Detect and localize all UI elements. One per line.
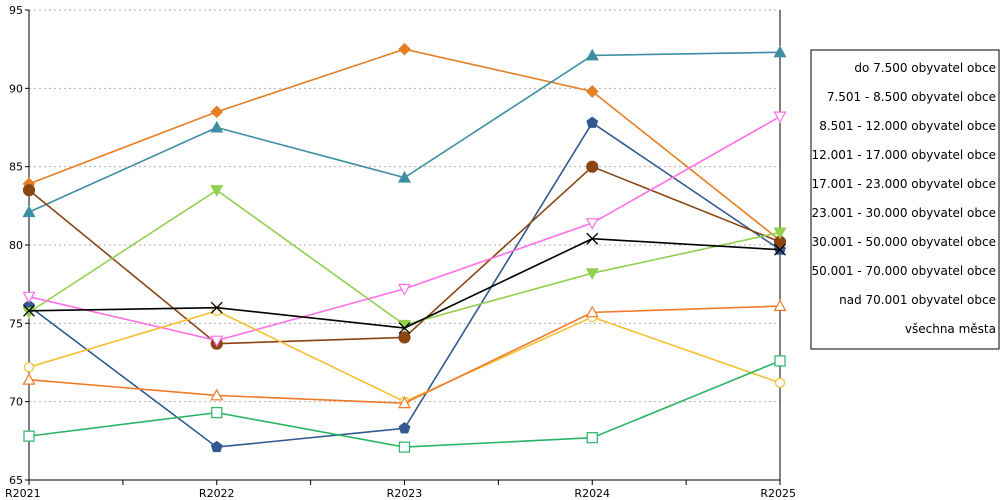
data-point	[774, 355, 786, 367]
y-tick-label: 95	[9, 4, 23, 17]
legend-entry[interactable]: 17.001 - 23.000 obyvatel obce	[812, 177, 996, 191]
series-9	[23, 355, 786, 453]
data-point	[397, 170, 412, 183]
data-point	[22, 205, 36, 218]
data-point	[211, 407, 223, 419]
data-point	[210, 388, 224, 401]
data-point	[210, 105, 224, 119]
data-point	[210, 120, 224, 133]
data-point	[774, 243, 786, 256]
y-tick-label: 85	[9, 161, 23, 174]
x-tick-label: R2023	[387, 487, 423, 500]
data-point	[397, 396, 412, 409]
series-6	[22, 111, 787, 348]
data-point	[210, 335, 224, 348]
data-point	[773, 45, 787, 58]
series-line	[28, 51, 781, 213]
data-point	[773, 299, 787, 312]
data-point	[585, 48, 599, 61]
legend-entry[interactable]: 12.001 - 17.000 obyvatel obce	[812, 148, 996, 162]
data-point	[586, 160, 599, 173]
y-tick-label: 65	[9, 474, 23, 487]
y-tick-label: 90	[9, 82, 23, 95]
grid-lines	[29, 9, 780, 403]
series-2	[22, 42, 787, 247]
x-tick-label: R2022	[199, 487, 235, 500]
data-point	[398, 331, 411, 344]
series-group	[22, 42, 787, 453]
legend-entry[interactable]: 50.001 - 70.000 obyvatel obce	[812, 264, 996, 278]
data-point	[23, 362, 35, 373]
legend-entry[interactable]: 7.501 - 8.500 obyvatel obce	[827, 90, 996, 104]
series-line	[28, 48, 781, 241]
series-line	[28, 189, 781, 326]
legend-box	[810, 49, 1000, 350]
axes: 65 70 75 80 85 90 95 R2021 R2022 R2023 R2024 R2025	[5, 4, 796, 500]
data-point	[210, 185, 224, 197]
data-point	[585, 305, 599, 318]
y-tick-label: 80	[9, 239, 23, 252]
legend-entry[interactable]: nad 70.001 obyvatel obce	[839, 293, 996, 307]
data-point	[586, 232, 599, 245]
x-tick-label: R2025	[760, 487, 796, 500]
legend[interactable]: do 7.500 obyvatel obce 7.501 - 8.500 obyv…	[810, 49, 1000, 350]
series-8	[22, 299, 787, 409]
legend-entry[interactable]: 30.001 - 50.000 obyvatel obce	[812, 235, 996, 249]
data-point	[23, 304, 35, 317]
data-point	[398, 42, 411, 56]
data-point	[22, 184, 36, 197]
data-point	[585, 85, 599, 98]
y-tick-label: 70	[9, 396, 23, 409]
data-point	[23, 430, 35, 442]
x-tick-label: R2024	[574, 487, 610, 500]
data-point	[774, 377, 786, 388]
data-point	[585, 218, 599, 230]
data-point	[210, 301, 223, 314]
data-point	[210, 440, 223, 453]
data-point	[397, 283, 412, 296]
legend-entry[interactable]: do 7.500 obyvatel obce	[854, 61, 996, 75]
x-tick-label: R2021	[5, 487, 41, 500]
data-point	[773, 227, 787, 240]
data-point	[398, 441, 411, 453]
data-point	[398, 422, 411, 434]
legend-entry[interactable]: všechna města	[905, 322, 996, 336]
series-line	[28, 237, 781, 329]
series-4	[22, 160, 787, 350]
data-point	[586, 116, 599, 128]
data-point	[22, 307, 36, 320]
series-line	[28, 165, 781, 345]
data-point	[773, 111, 787, 124]
y-tick-label: 75	[9, 317, 23, 330]
data-point	[398, 322, 411, 334]
legend-entry[interactable]: 8.501 - 12.000 obyvatel obce	[819, 119, 996, 133]
data-point	[22, 372, 36, 385]
data-point	[585, 268, 599, 280]
data-point	[22, 291, 36, 304]
legend-entry[interactable]: 23.001 - 30.000 obyvatel obce	[812, 206, 996, 220]
data-point	[586, 432, 598, 444]
series-3	[22, 45, 787, 218]
series-10	[23, 232, 786, 334]
